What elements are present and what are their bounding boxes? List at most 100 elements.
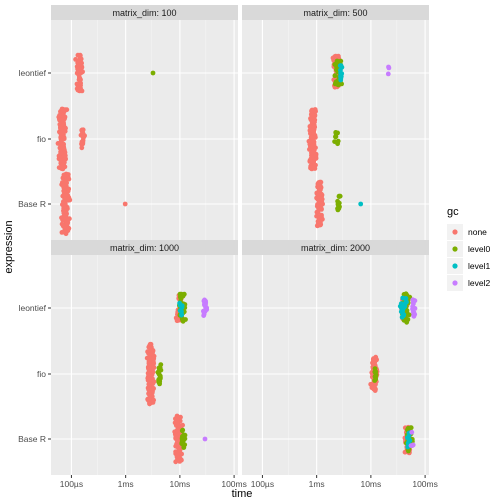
data-point (179, 435, 185, 441)
y-tick-label: Base R (18, 199, 46, 209)
data-point (65, 221, 70, 227)
data-point (151, 356, 157, 361)
data-points (306, 53, 392, 229)
data-point (175, 419, 180, 425)
data-point (181, 292, 187, 297)
legend-swatch (452, 280, 458, 286)
data-point (78, 62, 84, 68)
x-tick-label: 10ms (169, 479, 190, 489)
data-point (157, 373, 163, 379)
facet-panel: matrix_dim: 500 (242, 5, 429, 240)
data-point (57, 154, 62, 160)
data-point (62, 173, 67, 179)
data-point (79, 145, 85, 151)
data-point (175, 438, 181, 444)
data-point (332, 73, 338, 79)
panel-background (242, 20, 429, 240)
data-point (337, 63, 343, 69)
facet-strip (51, 240, 238, 255)
data-point (79, 141, 84, 147)
legend-swatch (452, 263, 458, 269)
data-point (66, 176, 72, 182)
data-point (61, 188, 67, 194)
data-point (65, 192, 71, 198)
data-point (411, 298, 417, 304)
data-point (177, 423, 183, 428)
legend-label: none (468, 227, 487, 237)
data-point (308, 116, 313, 121)
data-point (310, 164, 316, 170)
facet-strip-label: matrix_dim: 1000 (110, 243, 179, 253)
data-point (58, 150, 64, 156)
data-point (385, 71, 391, 77)
data-point (77, 55, 83, 61)
data-point (62, 206, 67, 212)
data-point (158, 362, 164, 367)
data-point (319, 196, 325, 202)
data-point (315, 202, 320, 207)
data-point (334, 58, 340, 64)
data-point (372, 378, 378, 383)
data-point (148, 363, 154, 369)
data-point (59, 117, 64, 123)
data-point (77, 76, 83, 81)
data-point (313, 108, 318, 114)
panel-background (242, 255, 429, 475)
data-point (310, 143, 315, 149)
data-point (180, 317, 185, 322)
data-point (334, 67, 339, 73)
data-point (311, 124, 317, 130)
data-point (179, 441, 185, 447)
data-point (412, 306, 418, 311)
data-point (333, 130, 339, 135)
x-tick-label: 100µs (251, 479, 274, 489)
data-point (386, 65, 392, 71)
legend-title: gc (447, 206, 459, 218)
data-point (181, 445, 187, 450)
data-point (148, 377, 154, 382)
data-point (406, 433, 412, 439)
data-point (316, 191, 322, 197)
facet-panel: matrix_dim: 100 leontief fio Base R (18, 5, 238, 240)
y-tick-label: Base R (18, 434, 46, 444)
data-point (150, 368, 155, 373)
facet-panel: matrix_dim: 1000 leontief fio Base R 100µs 1m… (18, 240, 247, 489)
data-point (319, 207, 324, 212)
y-tick-label: leontief (19, 68, 47, 78)
data-point (59, 215, 64, 221)
x-tick-label: 100ms (221, 479, 247, 489)
data-point (150, 399, 156, 404)
data-point (61, 136, 67, 142)
data-point (177, 308, 183, 314)
legend-swatch (452, 246, 458, 252)
data-point (146, 359, 152, 365)
data-point (410, 442, 416, 448)
x-tick-label: 100ms (412, 479, 438, 489)
data-point (203, 302, 208, 308)
data-point (157, 367, 162, 372)
x-axis-title: time (232, 488, 253, 500)
data-point (403, 299, 409, 305)
data-point (335, 206, 340, 212)
data-point (177, 446, 183, 451)
x-tick-label: 10ms (360, 479, 381, 489)
data-point (368, 381, 374, 387)
facet-strip-label: matrix_dim: 2000 (301, 243, 370, 253)
data-point (150, 70, 156, 76)
data-point (339, 71, 345, 76)
data-point (371, 386, 377, 392)
data-point (177, 300, 183, 306)
legend-label: level0 (468, 244, 490, 254)
data-points (368, 291, 418, 456)
data-point (400, 295, 406, 301)
data-point (373, 382, 378, 387)
data-point (63, 196, 69, 202)
data-point (173, 459, 179, 465)
y-tick-label: fio (37, 369, 46, 379)
data-point (176, 415, 181, 421)
data-point (309, 154, 315, 160)
data-point (319, 212, 324, 218)
data-point (400, 304, 405, 310)
